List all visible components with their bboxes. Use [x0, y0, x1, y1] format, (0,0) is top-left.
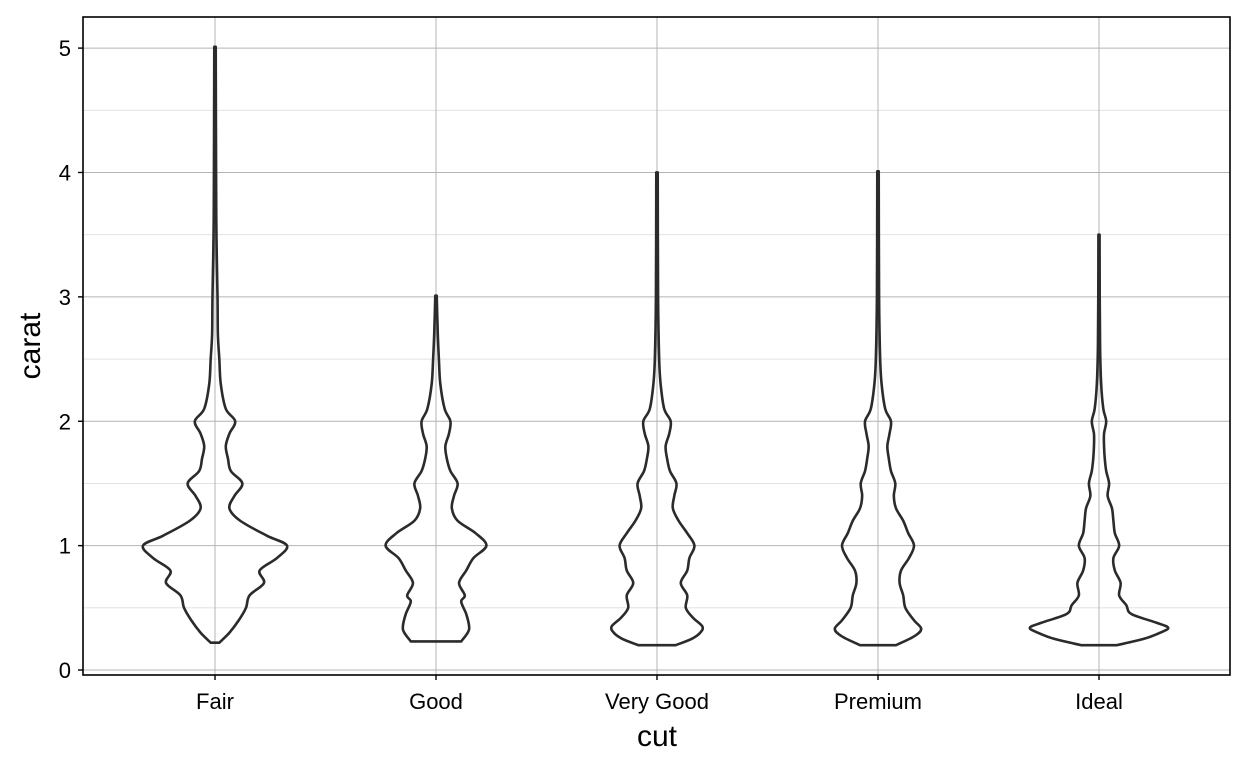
- violins: [141, 45, 1170, 647]
- violin-good: [384, 294, 488, 643]
- x-tick-label: Good: [409, 689, 463, 714]
- violin-fair: [141, 45, 289, 644]
- x-tick-label: Fair: [196, 689, 234, 714]
- y-axis-title: carat: [14, 312, 47, 379]
- x-axis: Fair Good Very Good Premium Ideal: [196, 675, 1123, 714]
- y-tick-label: 0: [59, 658, 71, 683]
- violin-premium: [833, 169, 923, 647]
- violin-ideal: [1028, 233, 1170, 647]
- x-axis-title: cut: [637, 720, 678, 753]
- x-tick-label: Premium: [834, 689, 922, 714]
- x-tick-label: Ideal: [1075, 689, 1123, 714]
- x-tick-label: Very Good: [605, 689, 709, 714]
- y-tick-label: 5: [59, 36, 71, 61]
- grid: [83, 17, 1230, 675]
- y-tick-label: 4: [59, 160, 71, 185]
- y-tick-label: 2: [59, 409, 71, 434]
- y-tick-label: 3: [59, 285, 71, 310]
- y-axis: 0 1 2 3 4 5: [59, 36, 83, 683]
- y-tick-label: 1: [59, 534, 71, 559]
- violin-very-good: [609, 171, 705, 647]
